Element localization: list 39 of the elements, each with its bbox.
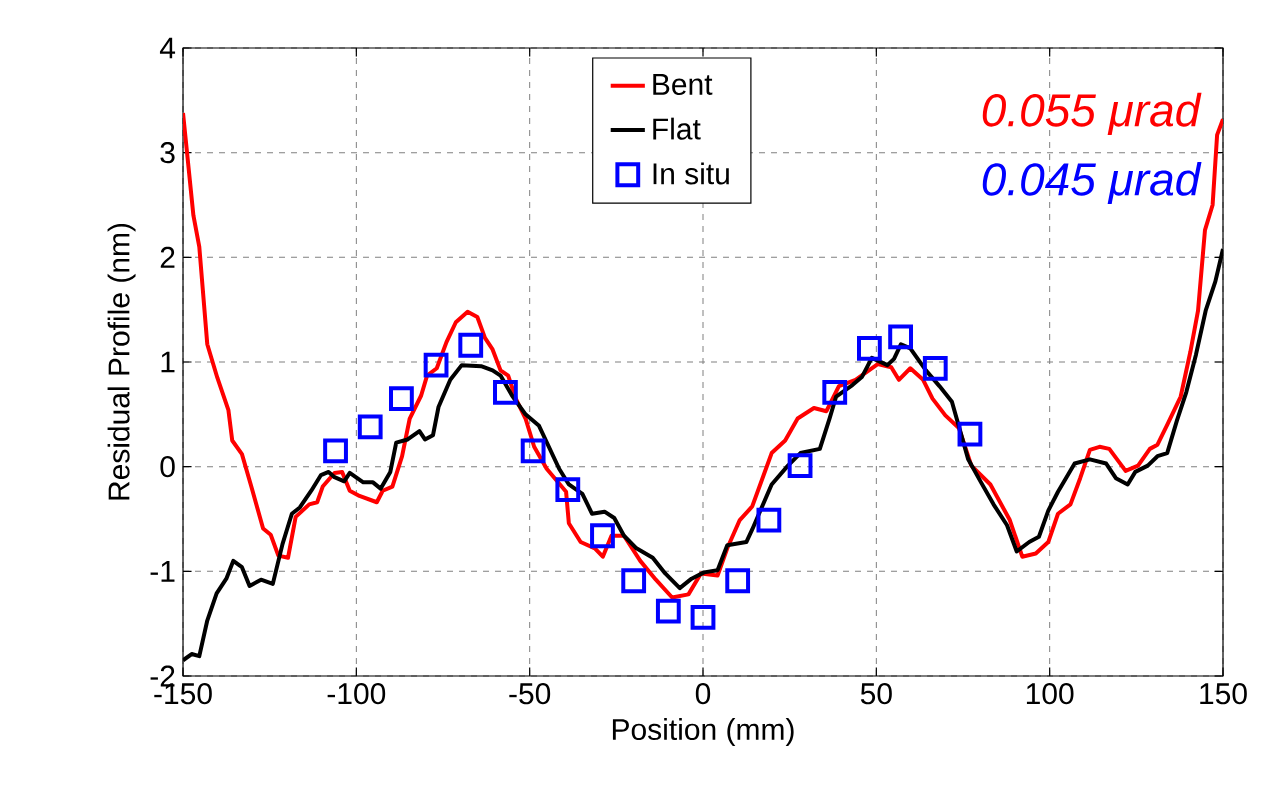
x-tick-label: -50: [509, 683, 551, 705]
x-tick-label: 0: [695, 683, 711, 705]
point: [323, 438, 348, 464]
annotation: 0.055 μrad: [982, 92, 1202, 136]
y-tick-label: 1: [161, 351, 175, 373]
point: [493, 379, 518, 405]
point: [756, 507, 782, 533]
x-tick-label: -100: [327, 683, 386, 705]
y-tick-label: 4: [159, 37, 176, 59]
y-tick-label: 0: [160, 456, 175, 478]
annotation: 0.045 μrad: [982, 161, 1202, 205]
legend-label: Bent: [653, 74, 713, 95]
point: [590, 523, 615, 549]
point: [520, 438, 546, 464]
point: [822, 379, 848, 405]
point: [389, 386, 414, 412]
point: [458, 332, 484, 358]
point: [725, 568, 751, 594]
legend-label: In situ: [653, 162, 729, 185]
point: [922, 355, 948, 381]
x-axis-title: Position (mm): [612, 718, 794, 746]
point: [888, 324, 913, 350]
point: [621, 568, 647, 594]
y-tick-label: -1: [150, 561, 175, 582]
point: [423, 352, 449, 378]
x-tick-label: 100: [1026, 683, 1074, 705]
point: [857, 335, 882, 361]
point: [787, 453, 813, 479]
point: [655, 598, 681, 624]
point: [357, 414, 383, 440]
point: [555, 477, 581, 503]
x-tick-label: 50: [860, 683, 892, 705]
y-tick-label: 3: [160, 142, 175, 164]
x-tick-label: 150: [1200, 683, 1247, 705]
y-tick-label: 2: [160, 246, 175, 268]
point: [957, 421, 983, 447]
point: [690, 604, 716, 630]
legend-label: Flat: [653, 117, 701, 140]
y-axis-title: Residual Profile (nm): [107, 223, 136, 500]
